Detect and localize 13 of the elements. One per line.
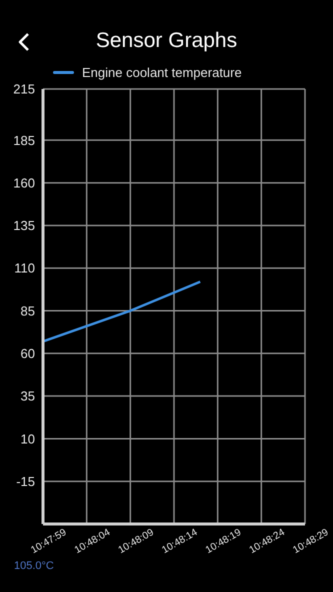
y-tick-label: 185 (13, 132, 35, 148)
y-tick-label: -15 (16, 474, 35, 489)
y-tick-label: 85 (20, 303, 35, 318)
y-tick-label: 135 (13, 218, 35, 234)
y-tick-label: 60 (20, 346, 35, 362)
y-tick-label: 110 (14, 260, 35, 276)
y-tick-label: 35 (20, 388, 35, 404)
y-tick-label: 215 (13, 82, 35, 97)
y-tick-label: 10 (20, 431, 35, 446)
y-tick-label: 160 (13, 175, 35, 190)
chart-title: Sensor Graphs (94, 29, 238, 53)
text: 105.0°C (14, 560, 54, 572)
legend-label: Engine coolant temperature (82, 65, 242, 80)
